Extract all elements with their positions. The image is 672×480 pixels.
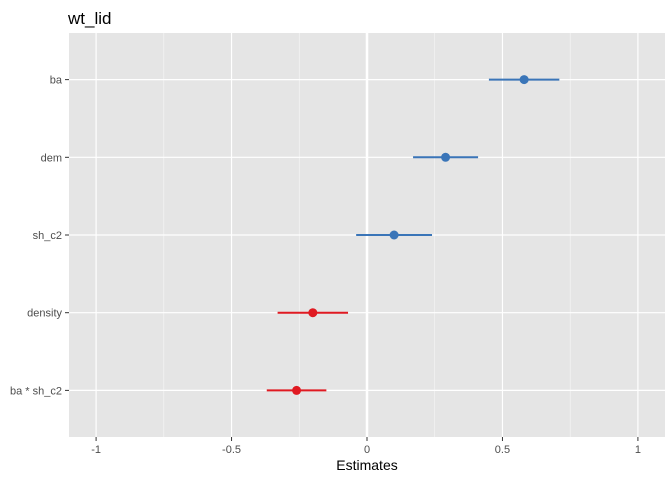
y-tick-label: ba * sh_c2 [10, 385, 62, 397]
chart-title: wt_lid [67, 9, 111, 28]
y-tick-label: ba [50, 75, 63, 87]
data-marks [266, 75, 560, 395]
x-tick-label: 0.5 [495, 444, 510, 456]
estimate-point-3 [308, 308, 318, 318]
x-tick-label: 0 [364, 444, 370, 456]
x-tick-label: -0.5 [222, 444, 241, 456]
x-axis-label: Estimates [336, 457, 397, 473]
estimate-point-2 [389, 230, 399, 240]
y-tick-label: sh_c2 [33, 230, 62, 242]
estimate-point-4 [292, 385, 302, 395]
y-tick-label: dem [41, 152, 62, 164]
x-tick-label: -1 [91, 444, 101, 456]
estimate-point-0 [519, 75, 529, 85]
x-tick-label: 1 [635, 444, 641, 456]
estimate-point-1 [441, 152, 451, 162]
y-tick-label: density [27, 308, 62, 320]
